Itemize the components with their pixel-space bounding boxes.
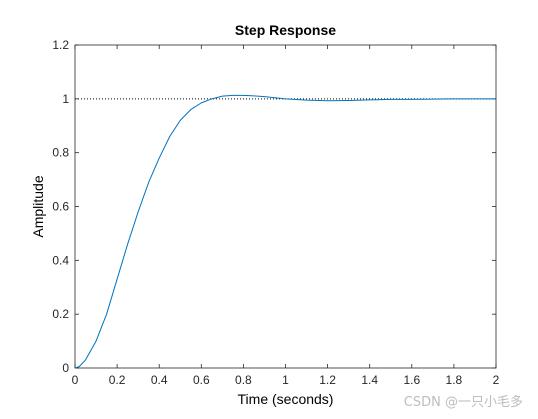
- x-tick-label: 0.8: [235, 373, 252, 387]
- y-tick-label: 0.8: [52, 146, 69, 160]
- chart-title: Step Response: [235, 22, 336, 38]
- y-tick-label: 1.2: [52, 38, 69, 52]
- watermark-text: CSDN @一只小毛多: [404, 394, 523, 410]
- y-tick-label: 0.4: [52, 253, 69, 267]
- y-tick-label: 0.2: [52, 307, 69, 321]
- ticks-layer: 0 0.2 0.4 0.6 0.8 1 1.2 1.4 1.6 1.8 2 0 0.2 0.4 0.6 0.8…: [52, 38, 499, 387]
- x-tick-label: 1.6: [403, 373, 420, 387]
- y-tick-label: 1: [62, 92, 69, 106]
- x-tick-label: 0.4: [151, 373, 168, 387]
- x-tick-label: 1.2: [319, 373, 336, 387]
- y-tick-label: 0: [62, 361, 69, 375]
- x-tick-label: 1.4: [361, 373, 378, 387]
- plot-area: [74, 44, 497, 369]
- x-tick-label: 1: [282, 373, 289, 387]
- y-tick-label: 0.6: [52, 200, 69, 214]
- x-tick-label: 0.6: [193, 373, 210, 387]
- x-tick-label: 2: [493, 373, 500, 387]
- series-line-0: [74, 94, 496, 369]
- x-tick-label: 0: [72, 373, 79, 387]
- x-tick-label: 0.2: [109, 373, 126, 387]
- x-tick-label: 1.8: [446, 373, 463, 387]
- series-layer: [74, 94, 496, 369]
- y-axis-title: Amplitude: [30, 175, 46, 237]
- x-axis-title: Time (seconds): [238, 391, 334, 407]
